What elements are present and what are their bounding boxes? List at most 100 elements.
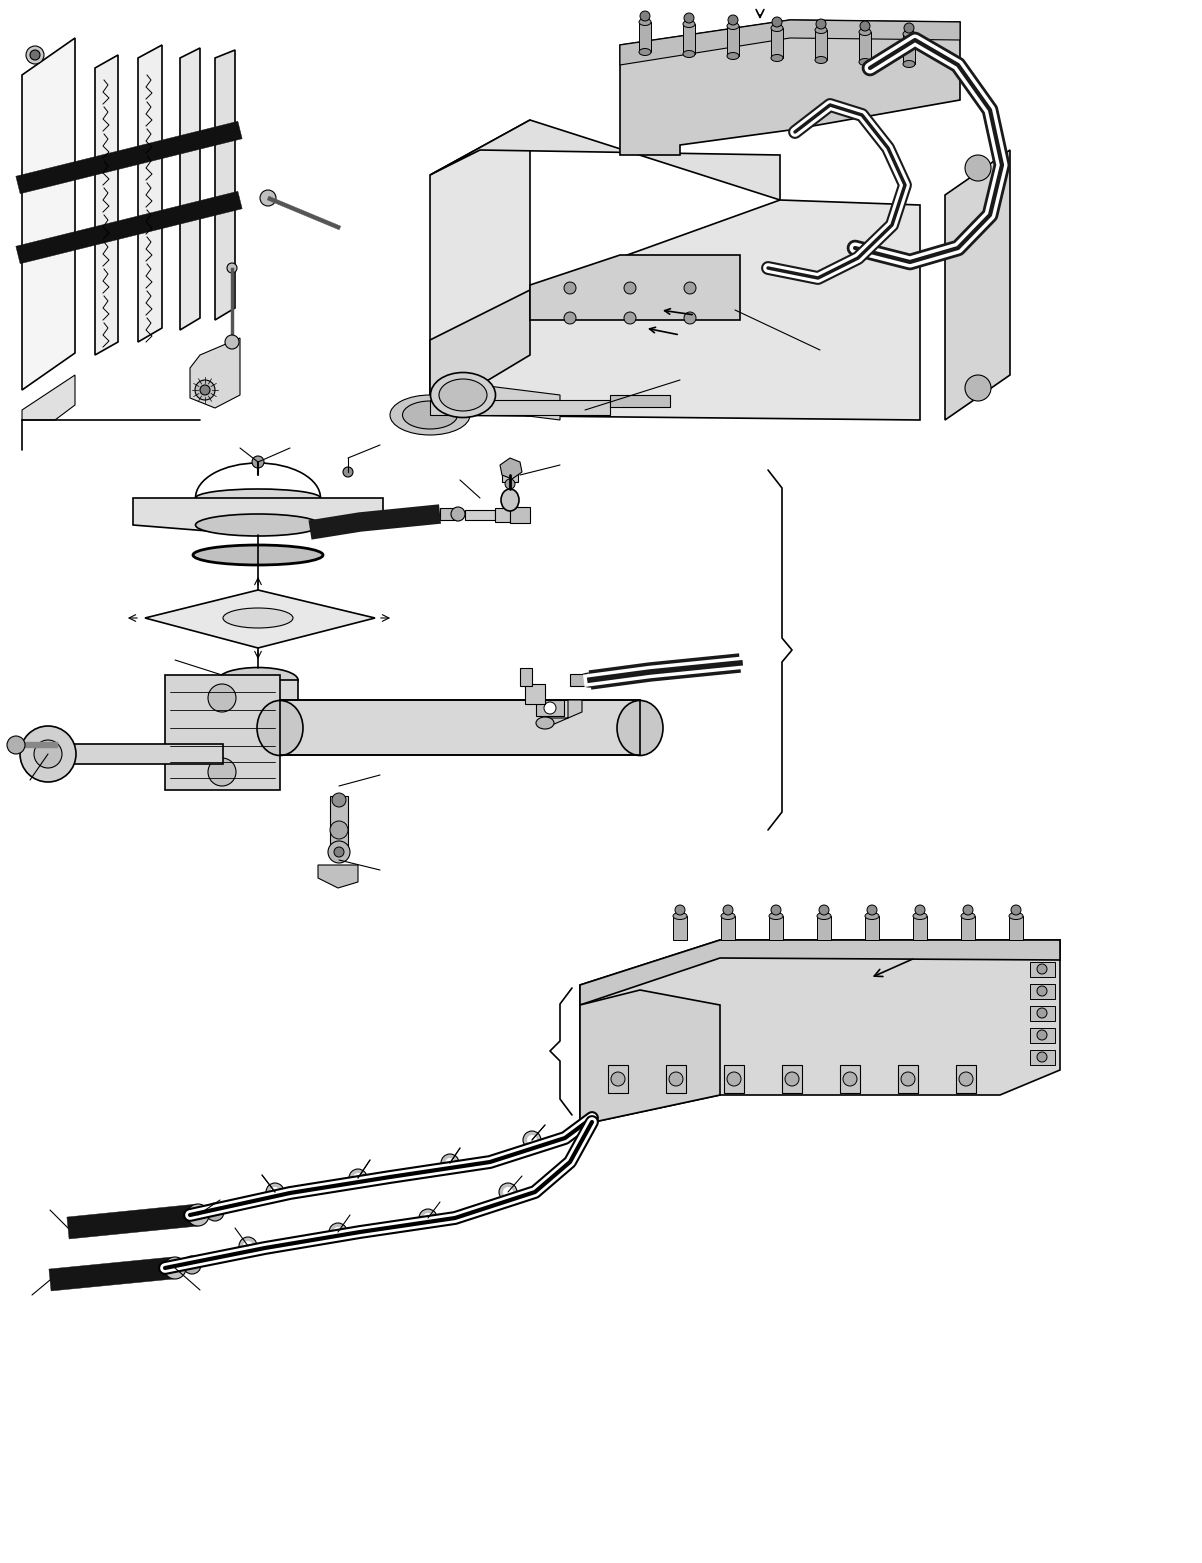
Circle shape	[1037, 1008, 1047, 1018]
Circle shape	[188, 1204, 209, 1225]
Polygon shape	[545, 700, 582, 728]
Circle shape	[227, 263, 237, 274]
Ellipse shape	[865, 913, 879, 919]
Bar	[683, 23, 695, 55]
Bar	[536, 700, 564, 716]
Polygon shape	[430, 120, 920, 420]
Circle shape	[624, 281, 636, 294]
Circle shape	[349, 1169, 367, 1186]
Circle shape	[7, 736, 25, 753]
Circle shape	[200, 384, 210, 395]
Bar	[840, 1064, 859, 1093]
Circle shape	[502, 1186, 513, 1197]
Polygon shape	[218, 680, 298, 721]
Bar	[783, 1064, 802, 1093]
Bar	[1030, 985, 1055, 999]
Ellipse shape	[815, 56, 827, 64]
Circle shape	[611, 1072, 625, 1086]
Circle shape	[329, 1222, 347, 1241]
Polygon shape	[215, 50, 236, 320]
Bar	[721, 916, 734, 939]
Polygon shape	[620, 20, 960, 155]
Bar	[48, 744, 224, 764]
Ellipse shape	[683, 20, 695, 28]
Ellipse shape	[430, 372, 495, 417]
Ellipse shape	[439, 378, 487, 411]
Circle shape	[208, 758, 236, 786]
Bar	[724, 1064, 744, 1093]
Ellipse shape	[389, 395, 470, 435]
Ellipse shape	[914, 913, 927, 919]
Circle shape	[819, 905, 829, 914]
Polygon shape	[18, 742, 58, 749]
Ellipse shape	[683, 50, 695, 58]
Ellipse shape	[903, 31, 915, 38]
Circle shape	[332, 792, 346, 807]
Circle shape	[843, 1072, 857, 1086]
Polygon shape	[95, 55, 118, 355]
Ellipse shape	[224, 608, 293, 628]
Bar	[914, 916, 927, 939]
Circle shape	[727, 1072, 740, 1086]
Polygon shape	[67, 1204, 200, 1239]
Circle shape	[20, 725, 76, 782]
Circle shape	[684, 313, 696, 324]
Circle shape	[505, 478, 514, 489]
Circle shape	[545, 702, 557, 714]
Bar	[510, 506, 530, 524]
Bar	[608, 1064, 627, 1093]
Circle shape	[859, 20, 870, 31]
Bar	[1030, 961, 1055, 977]
Bar	[331, 796, 349, 849]
Circle shape	[728, 16, 738, 25]
Polygon shape	[145, 589, 375, 649]
Circle shape	[904, 23, 914, 33]
Ellipse shape	[617, 700, 664, 755]
Circle shape	[328, 841, 350, 863]
Circle shape	[624, 313, 636, 324]
Circle shape	[353, 1172, 363, 1183]
Bar	[817, 916, 831, 939]
Bar	[1008, 916, 1023, 939]
Circle shape	[331, 821, 349, 839]
Circle shape	[867, 905, 877, 914]
Bar	[609, 395, 670, 406]
Circle shape	[183, 1257, 201, 1274]
Circle shape	[270, 1186, 280, 1197]
Circle shape	[163, 1257, 186, 1279]
Polygon shape	[430, 120, 780, 200]
Circle shape	[772, 17, 783, 27]
Ellipse shape	[770, 55, 783, 61]
Circle shape	[1037, 1030, 1047, 1039]
Ellipse shape	[859, 28, 871, 36]
Ellipse shape	[218, 667, 298, 692]
Circle shape	[208, 685, 236, 713]
Ellipse shape	[903, 61, 915, 67]
Ellipse shape	[727, 22, 739, 30]
Polygon shape	[138, 45, 162, 342]
Ellipse shape	[639, 19, 651, 25]
Circle shape	[441, 1153, 459, 1172]
Ellipse shape	[257, 700, 303, 755]
Bar	[769, 916, 783, 939]
Circle shape	[252, 456, 264, 467]
Circle shape	[26, 45, 44, 64]
Ellipse shape	[721, 913, 734, 919]
Polygon shape	[945, 150, 1010, 420]
Bar	[666, 1064, 686, 1093]
Bar	[1030, 1007, 1055, 1021]
Circle shape	[419, 1210, 438, 1227]
Bar	[815, 30, 827, 59]
Circle shape	[816, 19, 826, 30]
Bar	[673, 916, 688, 939]
Polygon shape	[267, 195, 341, 230]
Circle shape	[902, 1072, 915, 1086]
Ellipse shape	[817, 913, 831, 919]
Circle shape	[195, 380, 215, 400]
Bar	[440, 508, 458, 520]
Bar	[770, 28, 783, 58]
Polygon shape	[530, 255, 740, 320]
Circle shape	[239, 1236, 257, 1255]
Polygon shape	[22, 38, 75, 391]
Circle shape	[243, 1241, 252, 1250]
